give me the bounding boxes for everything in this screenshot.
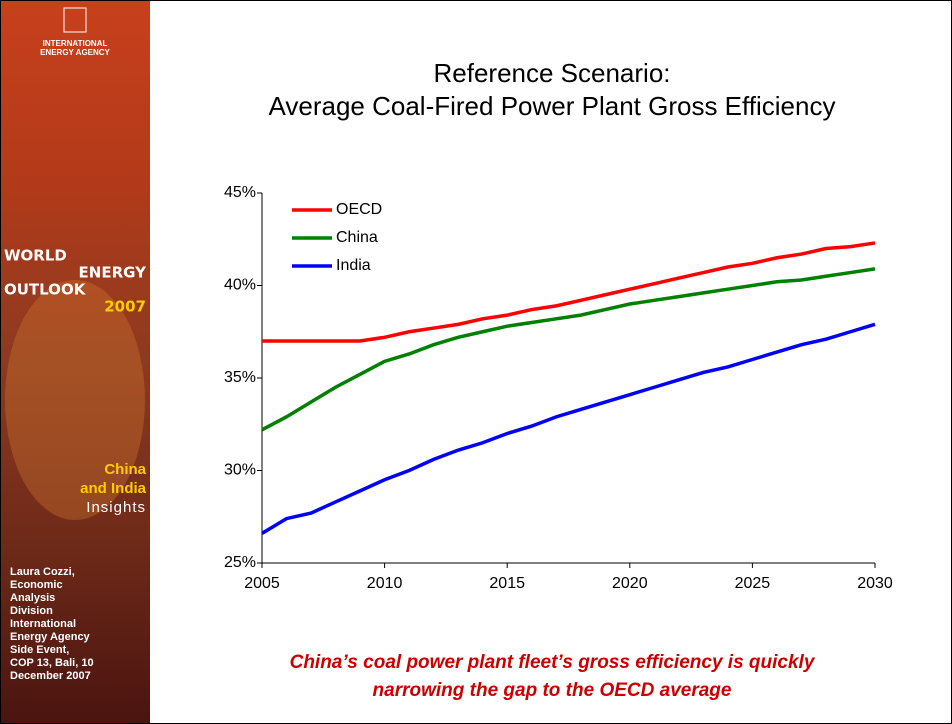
- sidebar: [0, 0, 150, 724]
- agency-name: ENERGY AGENCY: [40, 48, 110, 57]
- x-tick-label: 2020: [612, 575, 648, 592]
- series-line: [261, 267, 876, 432]
- author: Side Event,: [10, 644, 69, 656]
- insights: China: [104, 461, 146, 478]
- chart-title: Average Coal-Fired Power Plant Gross Eff…: [269, 91, 836, 121]
- x-tick-label: 2015: [489, 575, 525, 592]
- author: Division: [10, 605, 53, 617]
- weo-title: 2007: [104, 298, 146, 316]
- series-line: [261, 322, 876, 535]
- author: International: [10, 618, 76, 630]
- insights: Insights: [86, 499, 146, 516]
- x-tick-label: 2025: [735, 575, 771, 592]
- series-line: [262, 241, 876, 343]
- x-tick-label: 2005: [244, 575, 280, 592]
- weo-title: ENERGY: [79, 264, 148, 282]
- author: Analysis: [10, 592, 55, 604]
- y-tick-label: 30%: [224, 462, 256, 479]
- caption: China’s coal power plant fleet’s gross e…: [290, 652, 816, 673]
- y-tick-label: 45%: [224, 184, 256, 201]
- y-tick-label: 40%: [224, 277, 256, 294]
- x-tick-label: 2010: [367, 575, 403, 592]
- legend-label: OECD: [336, 201, 382, 218]
- logo: [63, 7, 87, 33]
- author: COP 13, Bali, 10: [10, 657, 94, 669]
- insights: and India: [80, 480, 146, 497]
- y-tick-label: 25%: [224, 554, 256, 571]
- weo-title: WORLD: [4, 247, 67, 265]
- author: Laura Cozzi,: [10, 566, 75, 578]
- author: Economic: [10, 579, 63, 591]
- agency-name: INTERNATIONAL: [43, 39, 108, 48]
- weo-title: OUTLOOK: [4, 281, 87, 299]
- map-shape: [5, 280, 145, 520]
- author: December 2007: [10, 670, 91, 682]
- author: Energy Agency: [10, 631, 91, 643]
- x-tick-label: 2030: [857, 575, 893, 592]
- caption: narrowing the gap to the OECD average: [373, 680, 732, 701]
- y-tick-label: 35%: [224, 369, 256, 386]
- legend-label: China: [336, 229, 378, 246]
- legend-label: India: [336, 257, 371, 274]
- chart-title: Reference Scenario:: [433, 58, 670, 88]
